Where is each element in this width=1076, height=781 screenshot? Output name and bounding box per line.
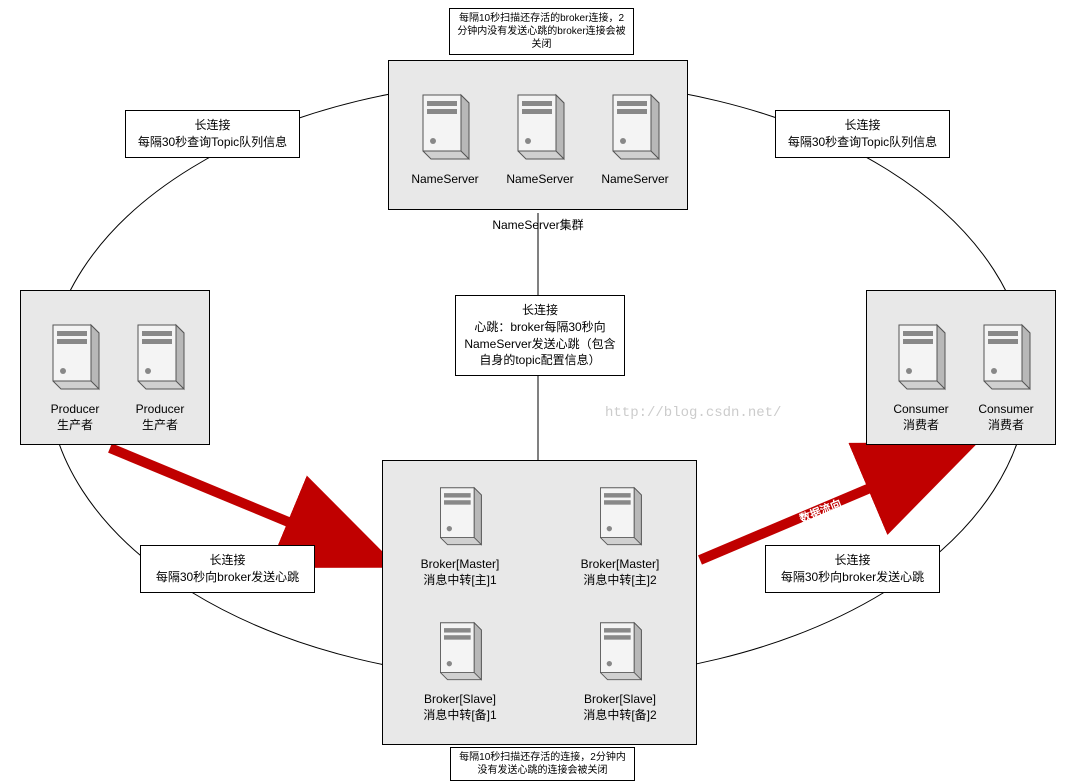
producer-1: Producer 生产者 — [35, 305, 115, 433]
server-icon — [590, 470, 650, 550]
label-center: 长连接 心跳：broker每隔30秒向NameServer发送心跳（包含自身的t… — [455, 295, 625, 376]
server-label: NameServer — [405, 172, 485, 188]
label-body: 每隔30秒查询Topic队列信息 — [134, 134, 291, 151]
note-bottom: 每隔10秒扫描还存活的连接，2分钟内没有发送心跳的连接会被关闭 — [450, 747, 635, 781]
broker-master-1: Broker[Master] 消息中转[主]1 — [400, 470, 520, 588]
server-label: Producer 生产者 — [35, 402, 115, 433]
label-title: 长连接 — [149, 552, 306, 569]
nameserver-1: NameServer — [405, 75, 485, 188]
note-top: 每隔10秒扫描还存活的broker连接，2分钟内没有发送心跳的broker连接会… — [449, 8, 634, 55]
label-right-top: 长连接 每隔30秒查询Topic队列信息 — [775, 110, 950, 158]
flow-arrow-producer-broker — [110, 448, 380, 560]
consumer-1: Consumer 消费者 — [881, 305, 961, 433]
producer-2: Producer 生产者 — [120, 305, 200, 433]
watermark: http://blog.csdn.net/ — [605, 405, 781, 421]
label-body: 每隔30秒向broker发送心跳 — [774, 569, 931, 586]
server-label: NameServer — [595, 172, 675, 188]
server-icon — [45, 305, 105, 395]
label-right-bottom: 长连接 每隔30秒向broker发送心跳 — [765, 545, 940, 593]
server-icon — [510, 75, 570, 165]
nameserver-caption: NameServer集群 — [438, 216, 638, 233]
server-label: Broker[Master] 消息中转[主]1 — [400, 557, 520, 588]
nameserver-2: NameServer — [500, 75, 580, 188]
label-body: 每隔30秒向broker发送心跳 — [149, 569, 306, 586]
server-label: Broker[Slave] 消息中转[备]1 — [400, 692, 520, 723]
diagram-container: { "layout": { "width": 1076, "height": 7… — [0, 0, 1076, 764]
broker-master-2: Broker[Master] 消息中转[主]2 — [560, 470, 680, 588]
broker-slave-2: Broker[Slave] 消息中转[备]2 — [560, 605, 680, 723]
server-icon — [430, 470, 490, 550]
server-label: Producer 生产者 — [120, 402, 200, 433]
label-title: 长连接 — [784, 117, 941, 134]
server-label: Consumer 消费者 — [881, 402, 961, 433]
label-title: 长连接 — [464, 302, 616, 319]
server-label: Consumer 消费者 — [966, 402, 1046, 433]
server-icon — [605, 75, 665, 165]
broker-slave-1: Broker[Slave] 消息中转[备]1 — [400, 605, 520, 723]
server-label: Broker[Slave] 消息中转[备]2 — [560, 692, 680, 723]
server-icon — [891, 305, 951, 395]
label-body: 每隔30秒查询Topic队列信息 — [784, 134, 941, 151]
label-left-bottom: 长连接 每隔30秒向broker发送心跳 — [140, 545, 315, 593]
server-label: NameServer — [500, 172, 580, 188]
nameserver-3: NameServer — [595, 75, 675, 188]
label-title: 长连接 — [134, 117, 291, 134]
server-icon — [130, 305, 190, 395]
server-label: Broker[Master] 消息中转[主]2 — [560, 557, 680, 588]
server-icon — [590, 605, 650, 685]
server-icon — [976, 305, 1036, 395]
label-left-top: 长连接 每隔30秒查询Topic队列信息 — [125, 110, 300, 158]
label-title: 长连接 — [774, 552, 931, 569]
label-body: 心跳：broker每隔30秒向NameServer发送心跳（包含自身的topic… — [464, 319, 616, 369]
server-icon — [430, 605, 490, 685]
server-icon — [415, 75, 475, 165]
consumer-2: Consumer 消费者 — [966, 305, 1046, 433]
